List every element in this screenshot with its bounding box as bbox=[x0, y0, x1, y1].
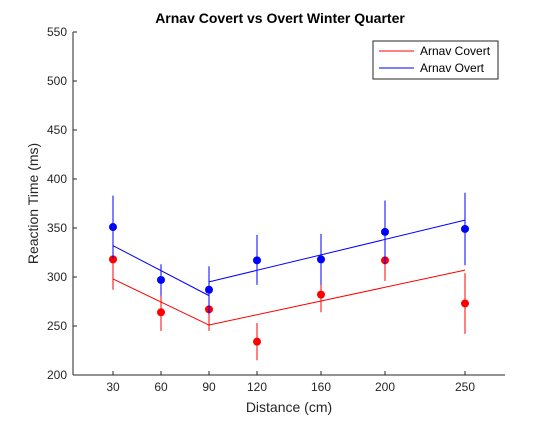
data-point-covert bbox=[253, 337, 261, 346]
data-point-covert bbox=[461, 299, 469, 308]
plot-area bbox=[109, 192, 469, 361]
x-tick-label: 60 bbox=[154, 380, 168, 394]
y-tick-label: 450 bbox=[47, 123, 67, 137]
fit-line-overt bbox=[208, 219, 466, 283]
y-tick-label: 400 bbox=[47, 172, 67, 186]
data-point-overt bbox=[461, 224, 469, 233]
legend: Arnav Covert Arnav Overt bbox=[372, 40, 499, 80]
y-tick-label: 500 bbox=[47, 74, 67, 88]
y-tick-label: 250 bbox=[47, 319, 67, 333]
data-point-overt bbox=[157, 275, 165, 284]
legend-box bbox=[372, 40, 499, 80]
x-ticks: 30 60 90 120 160 200 250 bbox=[106, 371, 475, 394]
y-ticks: 200 250 300 350 400 450 500 550 bbox=[47, 25, 77, 382]
data-point-covert bbox=[109, 255, 117, 264]
y-tick-label: 300 bbox=[47, 270, 67, 284]
data-point-covert bbox=[157, 308, 165, 317]
x-tick-label: 160 bbox=[311, 380, 331, 394]
y-axis-label: Reaction Time (ms) bbox=[25, 143, 41, 264]
fit-line-covert bbox=[208, 269, 466, 326]
x-tick-label: 30 bbox=[106, 380, 120, 394]
data-point-overt bbox=[317, 255, 325, 264]
data-point-overt bbox=[205, 285, 213, 294]
y-tick-label: 350 bbox=[47, 221, 67, 235]
data-point-overt bbox=[381, 227, 389, 236]
data-point-overt bbox=[109, 223, 117, 232]
x-tick-label: 90 bbox=[202, 380, 216, 394]
chart-title: Arnav Covert vs Overt Winter Quarter bbox=[155, 10, 405, 26]
y-tick-label: 550 bbox=[47, 25, 67, 39]
legend-label-overt: Arnav Overt bbox=[420, 61, 485, 75]
x-axis-label: Distance (cm) bbox=[246, 399, 332, 415]
data-point-overt bbox=[253, 256, 261, 265]
data-point-covert bbox=[317, 290, 325, 299]
x-tick-label: 120 bbox=[247, 380, 267, 394]
legend-label-covert: Arnav Covert bbox=[420, 44, 491, 58]
x-tick-label: 200 bbox=[375, 380, 395, 394]
y-tick-label: 200 bbox=[47, 368, 67, 382]
x-tick-label: 250 bbox=[455, 380, 475, 394]
